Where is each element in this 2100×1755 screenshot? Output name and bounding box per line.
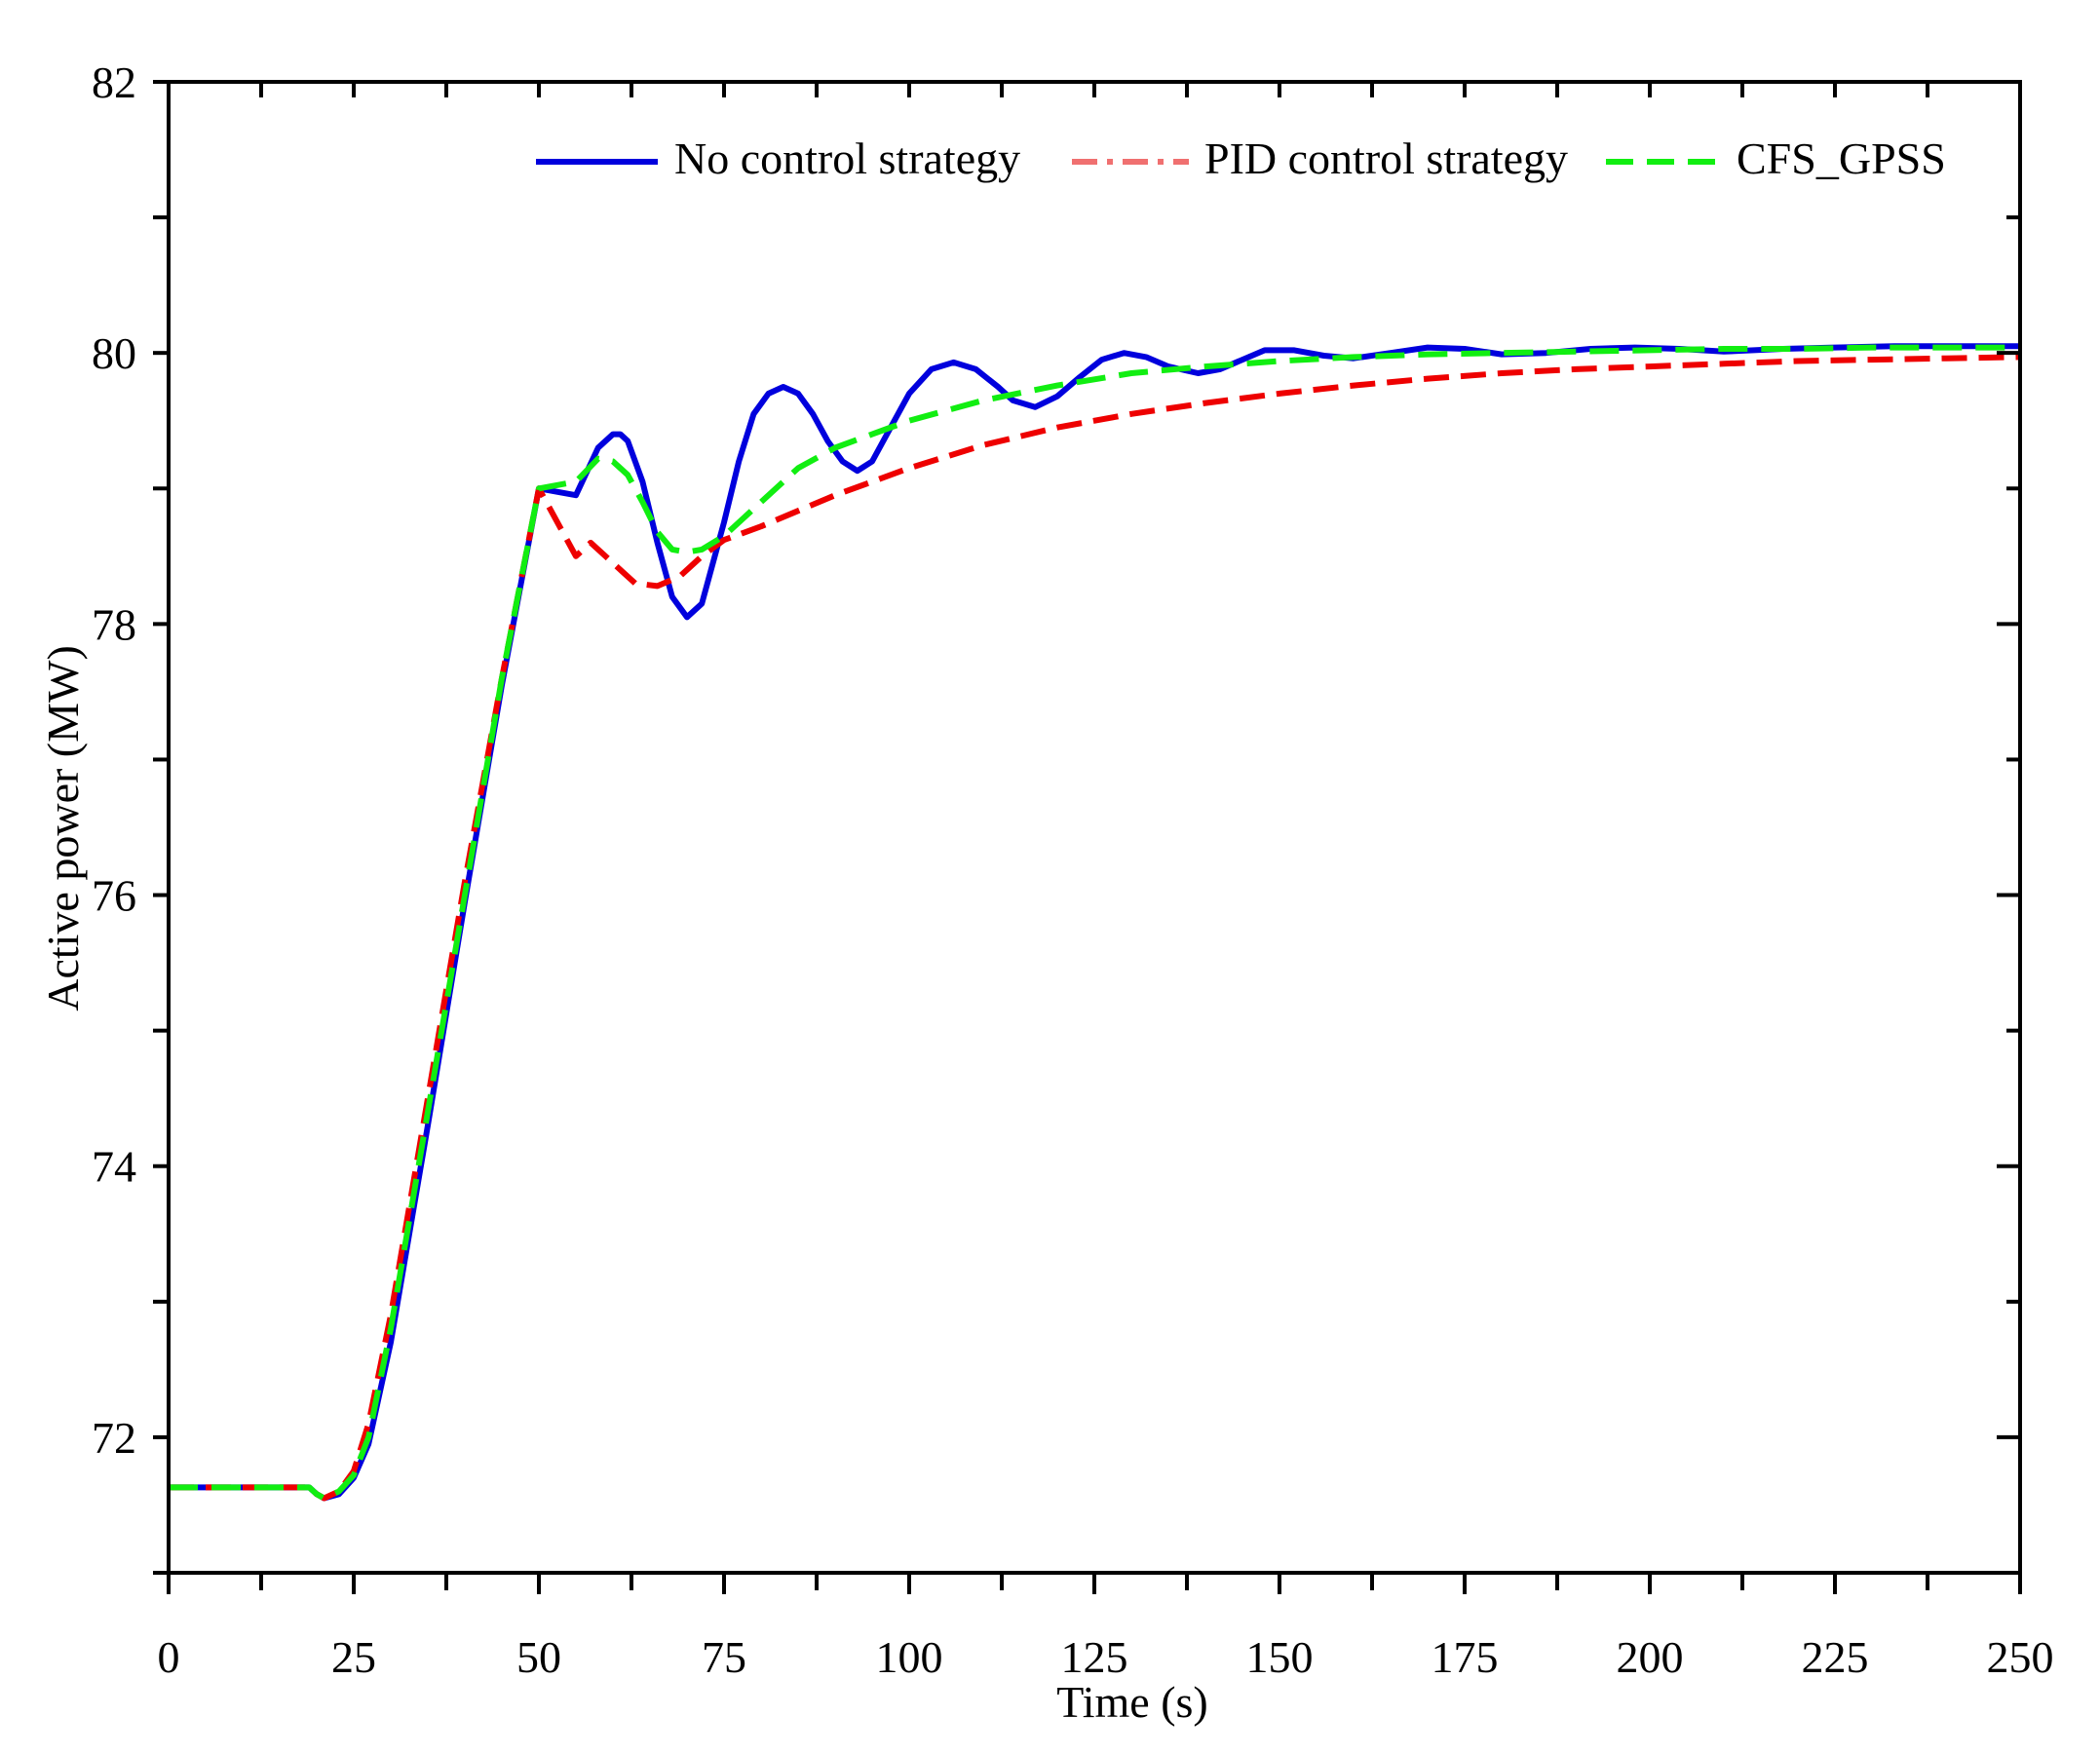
x-tick-label: 200 bbox=[1617, 1632, 1684, 1682]
y-tick-label: 72 bbox=[92, 1413, 136, 1463]
y-tick-label: 78 bbox=[92, 599, 136, 649]
legend-label-pid: PID control strategy bbox=[1204, 134, 1568, 183]
x-tick-label: 25 bbox=[331, 1632, 376, 1682]
x-tick-label: 75 bbox=[702, 1632, 746, 1682]
y-tick-label: 74 bbox=[92, 1142, 136, 1192]
y-tick-label: 82 bbox=[92, 57, 136, 107]
ticks-layer bbox=[153, 80, 2022, 1594]
legend: No control strategy PID control strategy… bbox=[536, 134, 1946, 183]
x-axis-title: Time (s) bbox=[1056, 1677, 1208, 1727]
x-tick-label: 0 bbox=[158, 1632, 180, 1682]
x-tick-label: 225 bbox=[1802, 1632, 1869, 1682]
x-tick-label: 100 bbox=[876, 1632, 943, 1682]
line-cfs-gpss bbox=[169, 344, 2020, 1502]
legend-label-no-control: No control strategy bbox=[674, 134, 1020, 183]
y-axis-title: Active power (MW) bbox=[38, 645, 88, 1011]
x-tick-label: 175 bbox=[1432, 1632, 1499, 1682]
y-tick-label: 76 bbox=[92, 871, 136, 921]
legend-label-cfs-gpss: CFS_GPSS bbox=[1737, 134, 1946, 183]
x-tick-label: 125 bbox=[1061, 1632, 1128, 1682]
x-tick-label: 50 bbox=[516, 1632, 561, 1682]
line-no-control-strategy bbox=[169, 343, 2020, 1502]
tick-labels-layer: 0 25 50 75 100 125 150 175 200 225 250 72 74 76 78 80 82 bbox=[92, 57, 2054, 1682]
y-tick-label: 80 bbox=[92, 328, 136, 378]
x-tick-label: 250 bbox=[1987, 1632, 2054, 1682]
x-tick-label: 150 bbox=[1246, 1632, 1314, 1682]
series-layer bbox=[169, 343, 2021, 1502]
